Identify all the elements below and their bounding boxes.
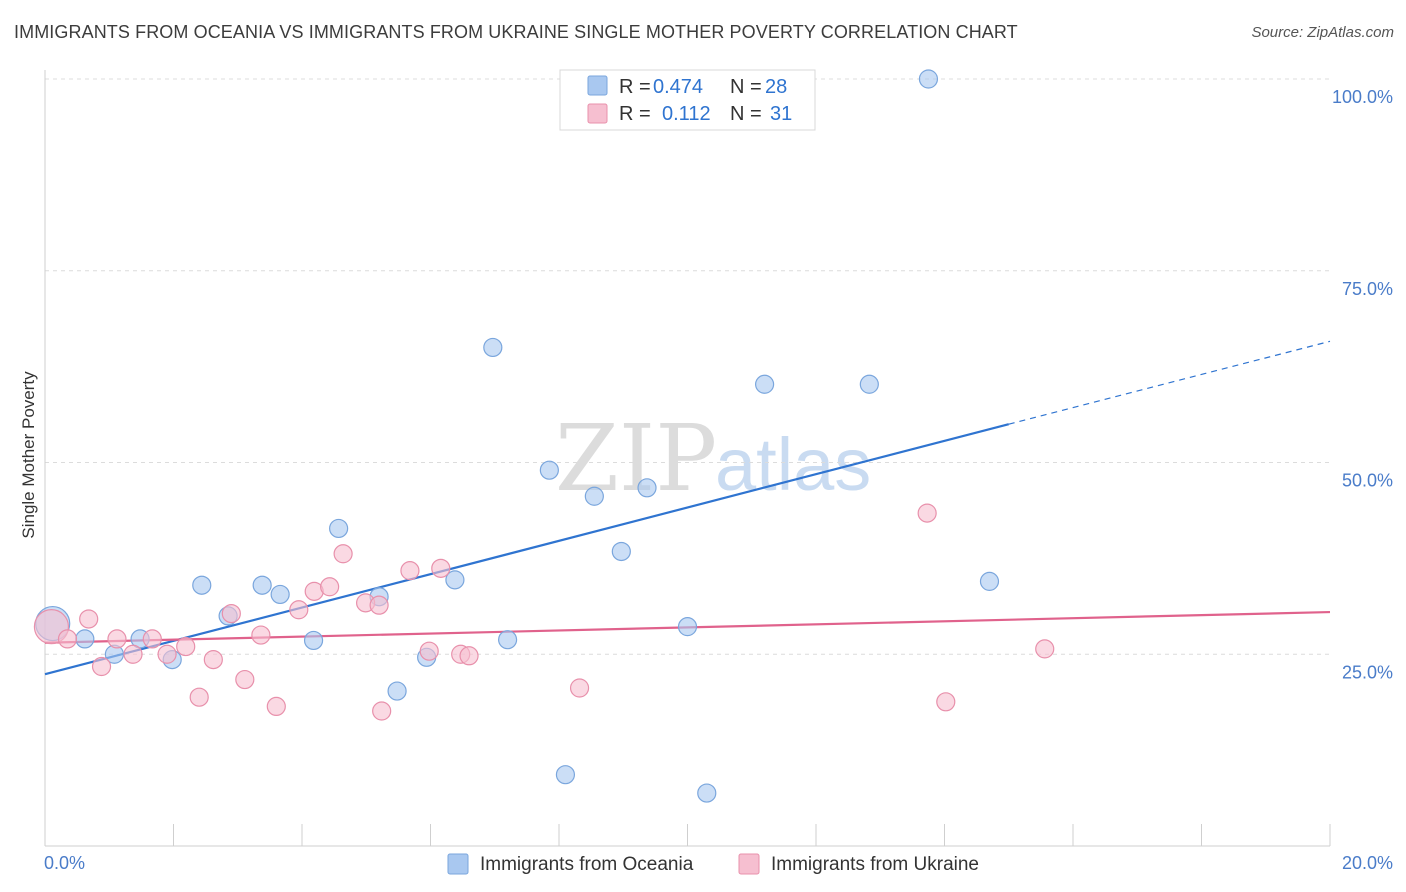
point-series-0-23 [697,783,717,803]
point-series-1-15 [289,600,309,620]
point-series-1-10 [203,650,223,670]
grid-lines [45,78,1330,655]
point-series-0-25 [859,374,879,394]
point-series-0-17 [539,460,559,480]
point-series-0-1 [75,629,95,649]
point-series-1-2 [79,609,99,629]
point-series-0-16 [498,630,518,650]
y-tick-label-75: 75.0% [1342,279,1393,299]
point-series-1-13 [251,625,271,645]
point-series-0-21 [637,478,657,498]
legend-n-value-ukraine: 31 [770,103,792,125]
axes [44,70,1331,847]
chart-source: Source: ZipAtlas.com [1251,24,1394,41]
point-series-1-26 [459,646,479,666]
point-series-0-24 [754,374,775,394]
point-series-0-19 [584,486,604,506]
point-series-1-20 [369,595,389,615]
point-series-1-5 [123,644,143,664]
point-series-0-7 [252,575,272,595]
point-series-1-7 [157,644,177,664]
point-series-1-3 [91,656,112,677]
point-series-0-9 [303,630,324,651]
point-series-0-18 [555,765,576,785]
legend-r-value-oceania: 0.474 [653,76,703,98]
point-series-0-14 [445,570,465,590]
y-tick-label-100: 100.0% [1332,87,1393,107]
point-series-1-29 [936,692,956,712]
x-tick-label-min: 0.0% [44,853,85,873]
legend-r-value-ukraine: 0.112 [662,103,711,125]
watermark: ZIP atlas [555,405,871,512]
y-tick-label-50: 50.0% [1342,471,1393,491]
bottom-legend-swatch-oceania [447,853,469,875]
point-series-1-9 [189,687,209,707]
x-tick-label-max: 20.0% [1342,853,1393,873]
point-series-0-26 [918,69,939,89]
point-series-1-27 [569,678,590,698]
legend-swatch-ukraine [587,103,608,124]
point-series-0-12 [387,681,407,701]
point-series-1-21 [372,701,392,721]
legend-swatch-oceania [587,75,608,96]
point-series-0-15 [483,337,503,358]
legend-n-label-oceania: N = [730,76,762,98]
point-series-1-12 [235,669,255,690]
data-points [33,69,1055,803]
point-series-1-22 [400,561,420,581]
point-series-1-14 [266,696,286,717]
stats-legend: R = 0.474 N = 28 R = 0.112 N = 31 [559,69,816,131]
legend-n-value-oceania: 28 [765,76,787,98]
y-tick-label-25: 25.0% [1342,662,1393,682]
point-series-1-23 [419,641,439,661]
point-series-0-27 [979,571,1000,591]
point-series-0-10 [329,518,349,539]
point-series-1-18 [333,544,353,564]
point-series-1-8 [176,636,196,657]
watermark-atlas: atlas [715,423,871,506]
legend-n-label-ukraine: N = [730,103,762,125]
trend-line-extension-series-0 [1008,340,1331,425]
point-series-1-24 [431,558,451,578]
series-legend: Immigrants from Oceania Immigrants from … [447,853,979,875]
chart-title: IMMIGRANTS FROM OCEANIA VS IMMIGRANTS FR… [14,22,1018,42]
y-axis-label: Single Mother Poverty [19,371,38,539]
point-series-1-28 [917,503,937,523]
trend-line-series-0 [44,423,1010,676]
point-series-0-20 [611,541,631,562]
point-series-0-5 [192,575,212,595]
watermark-zip: ZIP [555,405,717,512]
point-series-1-4 [107,629,127,649]
point-series-1-30 [1035,639,1055,659]
legend-r-label-oceania: R = [619,76,651,98]
point-series-1-6 [142,629,162,649]
point-series-1-1 [57,629,78,649]
bottom-legend-swatch-ukraine [738,853,760,875]
point-series-0-8 [270,584,290,605]
legend-r-label-ukraine: R = [619,103,651,125]
point-series-1-17 [320,577,340,597]
bottom-legend-label-oceania: Immigrants from Oceania [480,854,694,875]
bottom-legend-label-ukraine: Immigrants from Ukraine [771,854,979,875]
point-series-0-22 [677,617,698,637]
point-series-1-11 [221,603,241,624]
